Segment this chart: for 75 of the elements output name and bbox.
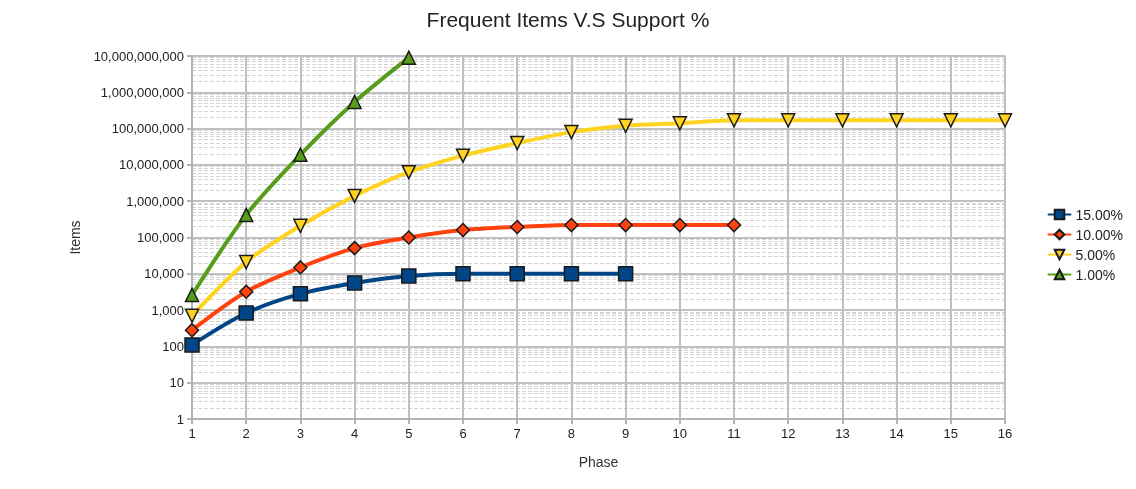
point	[726, 112, 742, 128]
point	[455, 148, 471, 163]
y-tick-label: 100,000,000	[111, 121, 184, 137]
y-axis-title: Items	[67, 220, 83, 255]
point	[293, 260, 308, 275]
point	[401, 164, 417, 180]
point	[238, 207, 254, 223]
y-tick-label: 1,000	[151, 302, 184, 318]
point	[564, 217, 579, 233]
x-tick-label: 1	[188, 426, 196, 441]
point	[401, 230, 417, 245]
point	[292, 286, 309, 302]
x-tick-label: 13	[835, 426, 850, 441]
x-tick-label: 11	[727, 426, 741, 441]
point	[509, 135, 525, 151]
point	[618, 118, 633, 133]
point	[509, 219, 525, 235]
point	[509, 266, 525, 282]
y-tick-label: 10	[169, 375, 184, 391]
point	[455, 266, 471, 282]
point	[293, 218, 308, 234]
y-tick-label: 10,000	[144, 266, 184, 282]
point	[401, 50, 417, 65]
x-tick-label: 9	[621, 426, 630, 441]
point	[618, 217, 633, 233]
y-tick-label: 100,000	[137, 230, 184, 245]
point	[780, 112, 796, 128]
y-tick-label: 10,000,000	[118, 157, 184, 173]
point	[346, 275, 363, 291]
point	[184, 322, 200, 338]
x-tick-label: 15	[943, 426, 959, 441]
point	[564, 124, 579, 140]
point	[293, 147, 308, 163]
point	[238, 284, 254, 300]
y-tick-label: 1	[176, 411, 184, 427]
x-tick-label: 8	[567, 426, 576, 441]
y-tick-label: 1,000,000,000	[100, 84, 184, 100]
point	[997, 112, 1013, 128]
legend-label: 1.00%	[1075, 266, 1116, 283]
point	[889, 112, 904, 128]
point	[943, 112, 959, 128]
point	[184, 287, 200, 303]
x-tick-label: 10	[672, 426, 688, 441]
legend-label: 5.00%	[1075, 246, 1116, 263]
x-tick-label: 3	[296, 426, 305, 441]
point	[347, 188, 362, 204]
legend-label: 10.00%	[1075, 226, 1123, 243]
x-tick-label: 12	[780, 426, 796, 441]
point	[184, 308, 200, 323]
x-tick-label: 4	[350, 426, 359, 441]
point	[184, 337, 200, 353]
y-tick-label: 100	[162, 338, 184, 354]
x-tick-label: 7	[513, 426, 521, 441]
point	[672, 116, 688, 131]
point	[726, 217, 742, 233]
y-tick-label: 10,000,000,000	[93, 48, 184, 64]
y-tick-label: 1,000,000	[126, 193, 184, 209]
x-tick-label: 14	[889, 426, 904, 441]
x-tick-label: 6	[459, 426, 467, 441]
x-tick-label: 16	[997, 426, 1013, 441]
point	[455, 222, 471, 238]
point	[672, 217, 688, 233]
point	[238, 254, 254, 270]
point	[347, 94, 362, 110]
chart-title: Frequent Items V.S Support %	[426, 8, 710, 31]
legend-label: 15.00%	[1075, 206, 1123, 223]
point	[347, 240, 362, 256]
x-tick-label: 2	[242, 426, 250, 441]
x-tick-label: 5	[405, 426, 413, 441]
point	[563, 266, 580, 282]
point	[835, 112, 850, 128]
x-axis-title: Phase	[578, 454, 619, 470]
point	[401, 268, 417, 284]
point	[238, 305, 254, 321]
point	[617, 266, 634, 282]
